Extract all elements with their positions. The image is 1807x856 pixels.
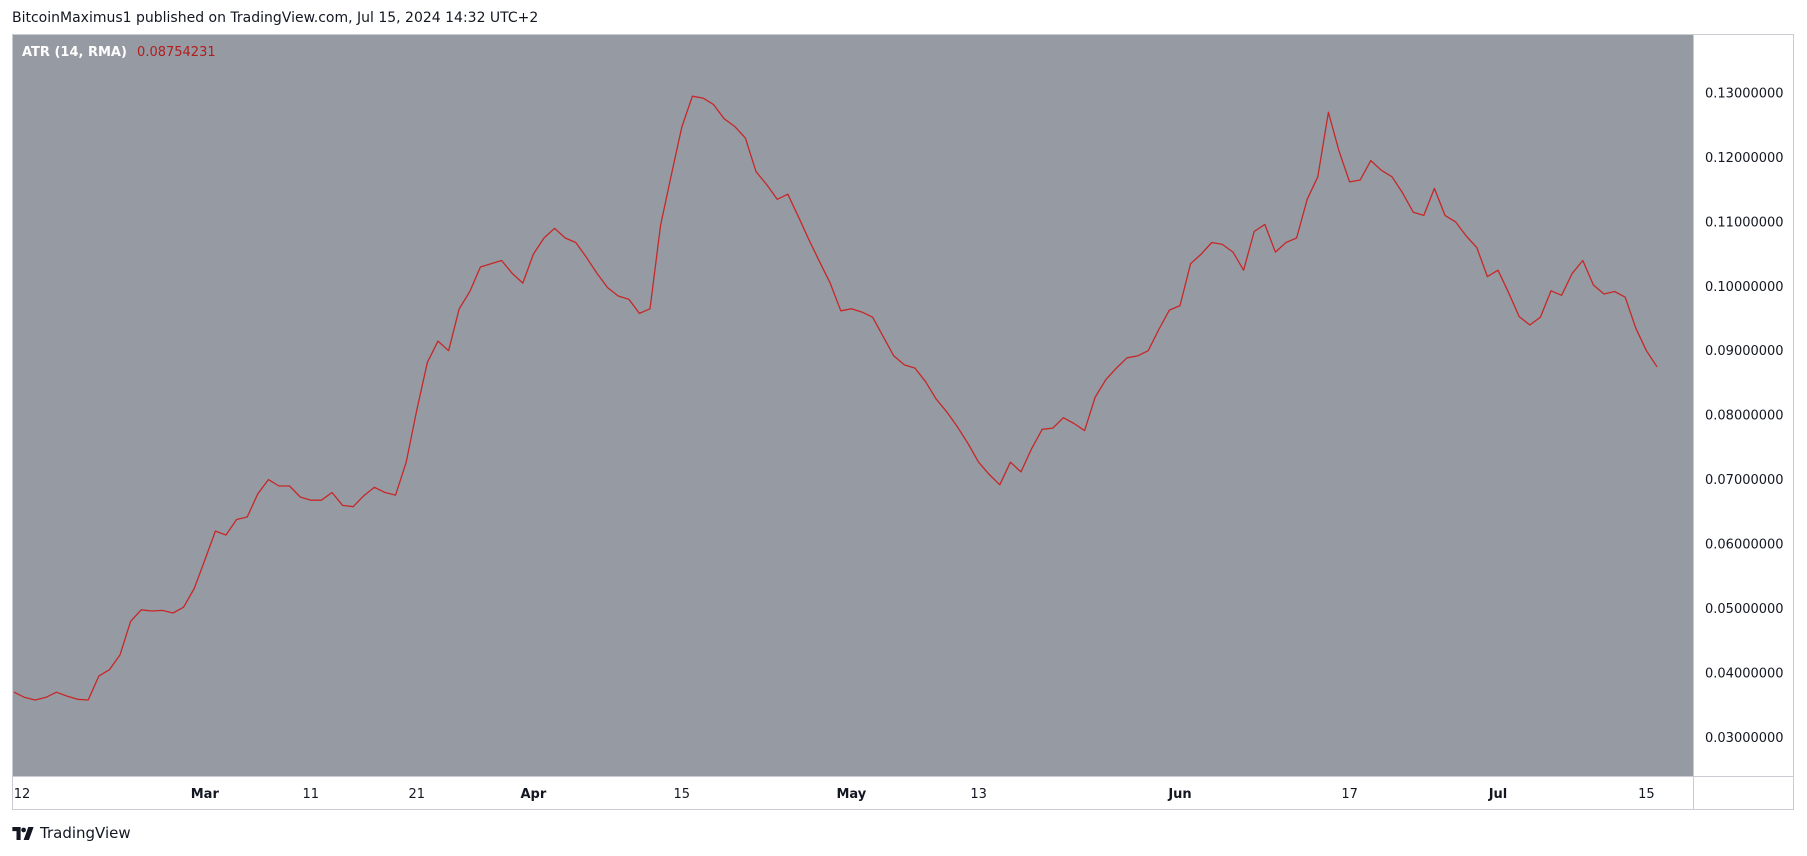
y-tick-label: 0.08000000	[1705, 409, 1784, 424]
chart-frame	[12, 34, 1794, 810]
x-tick-label: Mar	[191, 787, 220, 802]
x-tick-label: 13	[970, 787, 987, 802]
publish-info: BitcoinMaximus1 published on TradingView…	[12, 10, 539, 26]
y-tick-label: 0.04000000	[1705, 666, 1784, 681]
y-tick-label: 0.06000000	[1705, 538, 1784, 553]
x-tick-label: Jul	[1488, 787, 1508, 802]
x-tick-label: 12	[14, 787, 31, 802]
x-tick-label: May	[837, 787, 867, 802]
y-tick-label: 0.03000000	[1705, 731, 1784, 746]
x-tick-label: 11	[303, 787, 320, 802]
footer: TradingView	[12, 824, 131, 842]
x-tick-label: 15	[1638, 787, 1655, 802]
y-tick-label: 0.07000000	[1705, 473, 1784, 488]
y-tick-label: 0.12000000	[1705, 151, 1784, 166]
y-tick-label: 0.09000000	[1705, 344, 1784, 359]
y-tick-label: 0.10000000	[1705, 280, 1784, 295]
price-axis[interactable]: 0.13000000 0.12000000 0.11000000 0.10000000…	[1705, 87, 1784, 746]
y-tick-label: 0.11000000	[1705, 215, 1784, 230]
indicator-value: 0.08754231	[137, 45, 216, 60]
x-tick-label: Jun	[1167, 787, 1191, 802]
indicator-legend[interactable]: ATR (14, RMA) 0.08754231	[22, 45, 216, 60]
y-tick-label: 0.05000000	[1705, 602, 1784, 617]
indicator-name: ATR (14, RMA)	[22, 45, 127, 60]
x-tick-label: Apr	[521, 787, 547, 802]
y-tick-label: 0.13000000	[1705, 87, 1784, 102]
plot-area[interactable]	[13, 35, 1693, 776]
tradingview-brand[interactable]: TradingView	[40, 824, 131, 842]
tradingview-logo-icon[interactable]	[12, 826, 34, 840]
x-tick-label: 17	[1341, 787, 1358, 802]
x-tick-label: 15	[674, 787, 691, 802]
time-axis[interactable]: 12 Mar 11 21 Apr 15 May 13 Jun 17 Jul 15	[14, 787, 1655, 802]
atr-line	[13, 95, 1658, 701]
x-tick-label: 21	[409, 787, 426, 802]
